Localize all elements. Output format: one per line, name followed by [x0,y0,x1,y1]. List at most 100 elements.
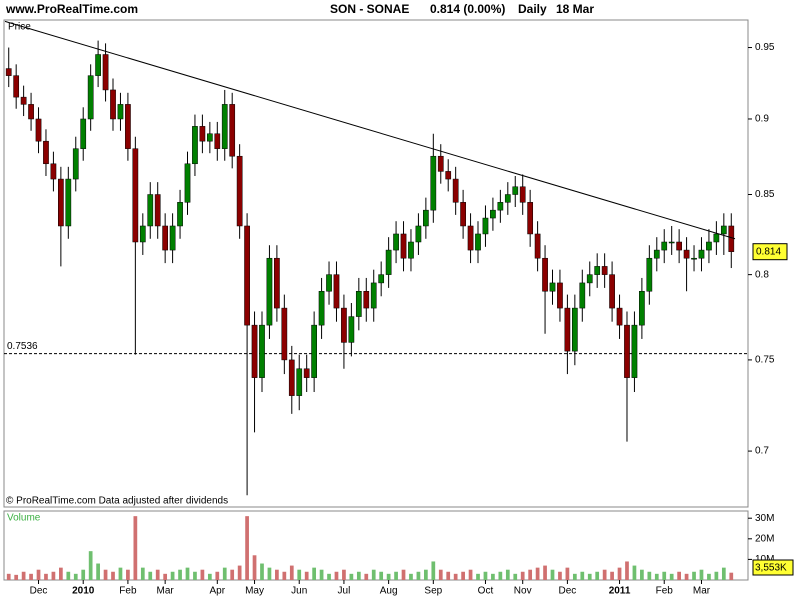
candle-body [519,186,526,203]
volume-marker-label: 3,553K [755,563,787,574]
x-tick-label: Sep [424,586,442,597]
volume-bar [215,571,220,580]
candle-body [58,178,64,227]
volume-bar [342,569,346,580]
chart-title: SON - SONAE [330,2,409,16]
x-tick-label: Feb [656,586,674,597]
x-tick-label: Mar [157,586,175,597]
volume-bar [126,569,130,580]
x-tick-label: Nov [514,586,532,597]
volume-bar [721,567,726,580]
candle-body [236,155,243,227]
volume-bar [275,569,279,580]
candle-body [430,155,437,211]
volume-bar [170,571,175,580]
candle-body [28,104,34,120]
candle-body [452,178,459,203]
candle-body [154,194,161,227]
volume-bar [446,571,451,580]
volume-bar [237,565,242,580]
volume-bar [103,569,108,580]
volume-bar [476,573,480,580]
volume-bar [230,569,235,580]
x-tick-label: Aug [380,586,398,597]
candle-body [229,104,236,157]
candle-body [728,225,735,252]
candle-body [534,233,541,259]
candle-body [720,225,727,235]
volume-bar [289,565,294,580]
volume-bar [200,569,205,580]
y-tick-label: 30M [755,513,774,524]
volume-bar [572,573,577,580]
volume-bar [36,569,41,580]
volume-bar [371,569,376,580]
candle-body [676,241,682,251]
volume-bar [416,571,421,580]
candle-body [363,291,370,309]
volume-bar [364,573,369,580]
x-tick-label: Apr [210,586,226,597]
volume-bar [118,567,123,580]
volume-bar [625,561,629,580]
volume-bar [632,565,637,580]
candle-body [557,282,563,309]
candle-body [467,225,474,251]
candle-body [385,249,392,275]
volume-bar [111,571,115,580]
candle-body [616,307,623,326]
trendline [4,20,736,240]
x-tick-label: Jun [291,586,307,597]
candle-body [35,118,42,142]
y-tick-label: 0.95 [755,42,775,53]
y-tick-label: 0.85 [755,189,775,200]
volume-bar [602,569,607,580]
candle-body [475,233,481,251]
candle-body [594,266,601,275]
volume-bar [558,571,562,580]
candle-body [460,202,466,227]
volume-bar [543,565,547,580]
volume-bar [379,571,384,580]
x-tick-label: Dec [558,586,576,597]
volume-bar [498,571,503,580]
candle-body [542,257,548,292]
candle-body [579,282,586,309]
y-tick-label: 0.75 [755,355,775,366]
candle-body [341,307,347,343]
volume-bar [312,567,316,580]
volume-bar [178,569,182,580]
x-tick-label: Dec [30,586,48,597]
candle-body [355,291,362,317]
x-tick-label: Feb [119,586,137,597]
volume-bar [319,569,324,580]
volume-bar [587,573,592,580]
volume-bar [386,573,391,580]
volume-bar [424,569,428,580]
volume-bar [714,571,719,580]
candle-body [631,324,638,378]
y-tick-label: 20M [755,533,774,544]
volume-bar [222,567,227,580]
candle-body [80,118,87,149]
volume-bar [81,569,86,580]
volume-bar [14,574,19,580]
volume-bar [155,569,160,580]
volume-bar [647,571,652,580]
volume-bar [640,569,644,580]
candle-body [646,257,653,292]
candle-body [661,241,668,251]
volume-bar [193,571,197,580]
volume-bar [654,573,659,580]
volume-bar [535,567,540,580]
candle-body [221,104,228,149]
candle-body [318,291,325,326]
volume-bar [282,571,287,580]
y-tick-label: 0.8 [755,269,769,280]
candle-body [214,133,221,149]
volume-bar [610,571,614,580]
period: Daily [518,2,547,16]
candle-body [147,194,154,227]
support-label: 0.7536 [7,341,38,352]
volume-bar [513,573,518,580]
